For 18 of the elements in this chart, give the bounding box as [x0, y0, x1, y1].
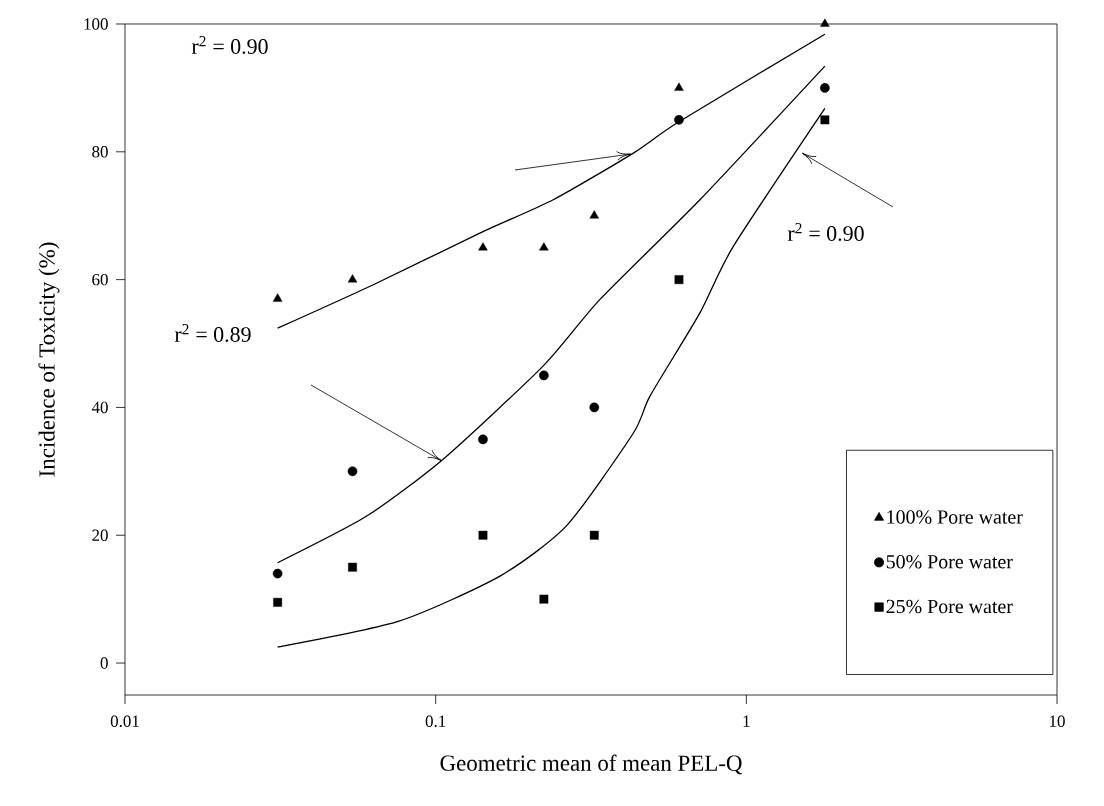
legend-label: 50% Pore water [886, 555, 1013, 569]
x-tick-label: 0.1 [425, 715, 446, 728]
x-tick-label: 1 [743, 715, 750, 727]
x-tick-label: 0.01 [110, 715, 139, 728]
annotation: r$^{2}$ = 0.90 [191, 36, 268, 54]
y-tick-label: 40 [91, 401, 108, 414]
y-tick-label: 60 [92, 273, 108, 286]
y-tick-label: 20 [92, 529, 108, 541]
y-tick-label: 100 [84, 18, 108, 30]
y-tick-label: 80 [92, 146, 108, 158]
legend-label: 100% Pore water [887, 510, 1023, 524]
y-tick-label: 0 [100, 657, 108, 669]
x-axis-title: Geometric mean of mean PEL-Q [440, 754, 743, 775]
x-tick-label: 10 [1050, 715, 1065, 727]
y-axis-title: Incidence of Toxicity (%) [38, 242, 60, 477]
annotation: r$^{2}$ = 0.89 [174, 324, 251, 342]
legend-label: 25% Pore water [886, 599, 1013, 614]
annotation: r$^{2}$ = 0.90 [787, 223, 864, 241]
